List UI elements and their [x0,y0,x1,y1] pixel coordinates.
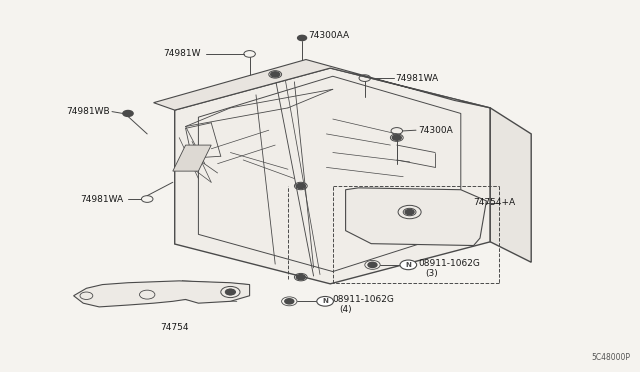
Circle shape [317,296,333,306]
Circle shape [271,72,280,77]
Polygon shape [175,68,490,284]
Circle shape [285,299,294,304]
Text: 74300AA: 74300AA [308,31,349,40]
Text: 74754+A: 74754+A [474,198,516,207]
Circle shape [368,262,377,267]
Text: 08911-1062G: 08911-1062G [333,295,395,304]
Polygon shape [154,60,490,110]
Polygon shape [490,108,531,262]
Circle shape [226,289,235,295]
Circle shape [400,260,417,270]
Circle shape [296,183,305,189]
Text: 74754: 74754 [160,323,188,332]
Circle shape [296,275,305,280]
Text: 74981WA: 74981WA [80,195,123,203]
Text: 08911-1062G: 08911-1062G [419,259,481,268]
Polygon shape [346,188,486,246]
Text: (4): (4) [339,305,352,314]
Circle shape [405,209,414,215]
Text: 74300A: 74300A [418,126,452,135]
Text: 74981WA: 74981WA [396,74,438,83]
Text: 5C48000P: 5C48000P [591,353,630,362]
Text: 74981WB: 74981WB [67,107,110,116]
Text: N: N [405,262,412,268]
Polygon shape [173,145,211,171]
Circle shape [298,35,307,41]
Text: 74981W: 74981W [163,49,201,58]
Text: N: N [322,298,328,304]
Circle shape [123,110,133,116]
Text: (3): (3) [426,269,438,278]
Polygon shape [74,281,250,307]
Circle shape [392,135,401,140]
